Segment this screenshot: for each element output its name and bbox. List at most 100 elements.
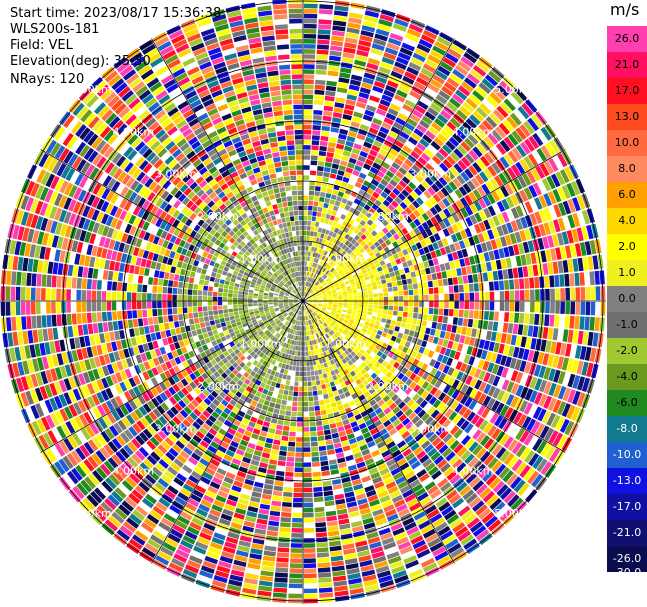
velocity-gate <box>126 301 132 310</box>
velocity-gate <box>353 530 365 538</box>
velocity-gate <box>325 367 330 373</box>
velocity-gate <box>535 338 542 351</box>
velocity-gate <box>274 371 280 378</box>
velocity-gate <box>506 381 515 393</box>
velocity-gate <box>248 501 260 508</box>
velocity-gate <box>253 384 260 391</box>
velocity-gate <box>262 388 269 395</box>
velocity-gate <box>368 345 375 351</box>
velocity-gate <box>212 476 223 485</box>
velocity-gate <box>263 196 270 202</box>
velocity-gate <box>284 353 289 359</box>
velocity-gate <box>243 304 248 308</box>
velocity-gate <box>354 361 360 368</box>
velocity-gate <box>297 330 300 336</box>
velocity-gate <box>185 415 195 425</box>
velocity-gate <box>483 311 489 320</box>
velocity-gate <box>225 383 233 391</box>
velocity-gate <box>298 326 301 331</box>
velocity-gate <box>480 435 490 447</box>
velocity-gate <box>289 312 294 317</box>
velocity-gate <box>315 328 319 333</box>
velocity-gate <box>358 301 363 304</box>
velocity-gate <box>312 385 317 391</box>
velocity-gate <box>257 467 267 474</box>
velocity-gate <box>116 529 131 541</box>
velocity-gate <box>122 282 128 292</box>
velocity-gate <box>180 268 186 276</box>
velocity-gate <box>313 496 324 503</box>
velocity-gate <box>281 330 286 336</box>
velocity-gate <box>303 417 309 422</box>
velocity-gate <box>194 448 204 457</box>
velocity-gate <box>212 579 227 588</box>
velocity-gate <box>345 428 354 435</box>
velocity-gate <box>214 419 223 428</box>
velocity-gate <box>238 345 244 352</box>
velocity-gate <box>499 508 513 522</box>
velocity-gate <box>274 434 282 440</box>
velocity-gate <box>565 301 570 315</box>
velocity-gate <box>195 272 201 279</box>
velocity-gate <box>323 328 328 334</box>
velocity-gate <box>274 318 280 323</box>
velocity-gate <box>547 397 557 411</box>
velocity-gate <box>269 194 276 200</box>
velocity-gate <box>269 386 275 392</box>
velocity-gate <box>273 302 278 304</box>
velocity-gate <box>480 330 487 340</box>
velocity-gate <box>500 487 513 500</box>
velocity-gate <box>363 402 372 410</box>
velocity-gate <box>372 403 380 411</box>
velocity-gate <box>291 324 294 329</box>
velocity-gate <box>193 408 202 417</box>
velocity-gate <box>264 416 272 423</box>
velocity-gate <box>358 394 366 401</box>
velocity-gate <box>307 310 310 315</box>
velocity-gate <box>368 387 376 395</box>
velocity-gate <box>382 313 388 319</box>
velocity-gate <box>303 341 306 346</box>
velocity-gate <box>340 533 353 540</box>
velocity-gate <box>577 376 586 391</box>
velocity-gate <box>148 489 160 501</box>
velocity-gate <box>406 335 413 343</box>
velocity-gate <box>496 505 510 518</box>
velocity-gate <box>287 395 293 401</box>
velocity-gate <box>531 473 543 488</box>
velocity-gate <box>352 525 364 533</box>
velocity-gate <box>489 498 502 511</box>
velocity-gate <box>346 567 360 575</box>
velocity-gate <box>172 294 177 301</box>
velocity-gate <box>234 402 243 410</box>
velocity-gate <box>321 336 326 341</box>
velocity-gate <box>283 319 288 324</box>
velocity-gate <box>248 558 262 565</box>
velocity-gate <box>92 323 99 334</box>
velocity-gate <box>307 315 309 320</box>
velocity-gate <box>20 301 26 315</box>
velocity-gate <box>101 301 107 311</box>
velocity-gate <box>248 421 256 428</box>
velocity-gate <box>408 390 417 399</box>
velocity-gate <box>10 301 16 316</box>
velocity-gate <box>301 316 303 321</box>
velocity-gate <box>260 371 267 377</box>
velocity-gate <box>279 450 287 456</box>
velocity-gate <box>423 334 430 341</box>
velocity-gate <box>246 367 253 374</box>
velocity-gate <box>27 330 34 344</box>
velocity-gate <box>413 307 419 313</box>
velocity-gate <box>326 326 332 331</box>
velocity-gate <box>426 321 432 328</box>
velocity-gate <box>488 341 495 352</box>
velocity-gate <box>432 399 442 409</box>
velocity-gate <box>172 308 178 315</box>
velocity-gate <box>376 317 382 322</box>
velocity-gate <box>200 401 209 410</box>
velocity-gate <box>188 318 195 325</box>
velocity-gate <box>494 415 504 427</box>
velocity-gate <box>308 406 315 412</box>
velocity-gate <box>243 294 248 298</box>
velocity-gate <box>559 315 565 328</box>
